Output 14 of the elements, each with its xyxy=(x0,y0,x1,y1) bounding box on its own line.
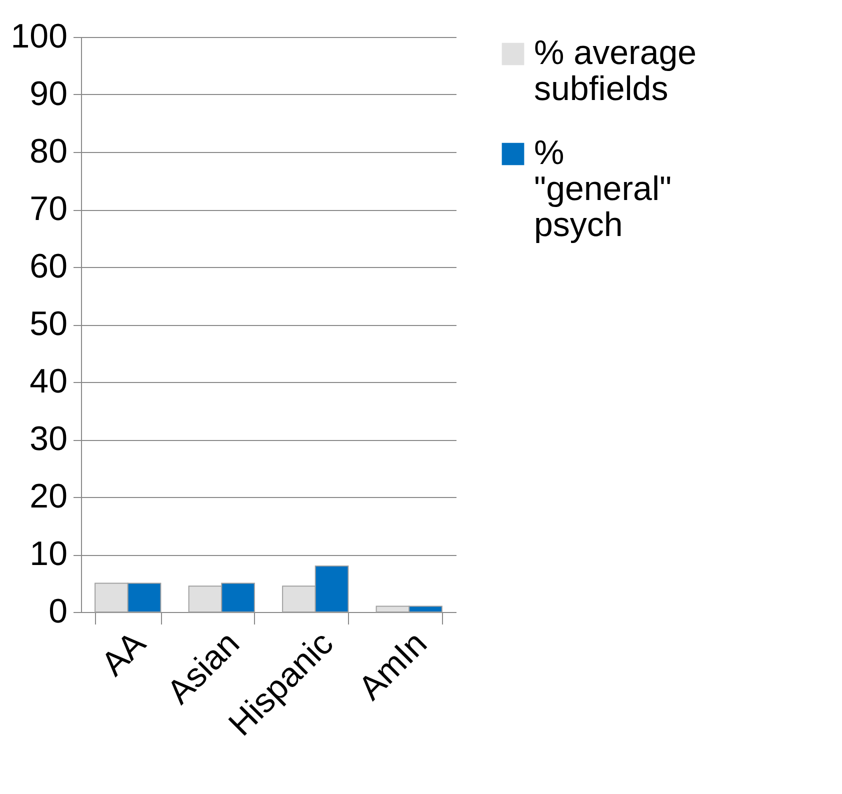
y-tick-label: 70 xyxy=(30,190,68,228)
y-tick-label: 10 xyxy=(30,535,68,573)
y-tick-label: 20 xyxy=(30,478,68,516)
y-tick-label: 90 xyxy=(30,75,68,113)
y-tick-label: 40 xyxy=(30,362,68,400)
y-tick-label: 50 xyxy=(30,305,68,343)
legend-label: % average subfields xyxy=(534,34,697,108)
y-tick-label: 80 xyxy=(30,132,68,170)
y-tick-label: 30 xyxy=(30,420,68,458)
y-tick-label: 60 xyxy=(30,248,68,286)
y-tick-label: 100 xyxy=(10,18,68,56)
y-tick-label: 0 xyxy=(48,592,68,630)
x-tick-label: AA xyxy=(94,624,154,684)
legend-label: % "general" psych xyxy=(534,134,672,244)
